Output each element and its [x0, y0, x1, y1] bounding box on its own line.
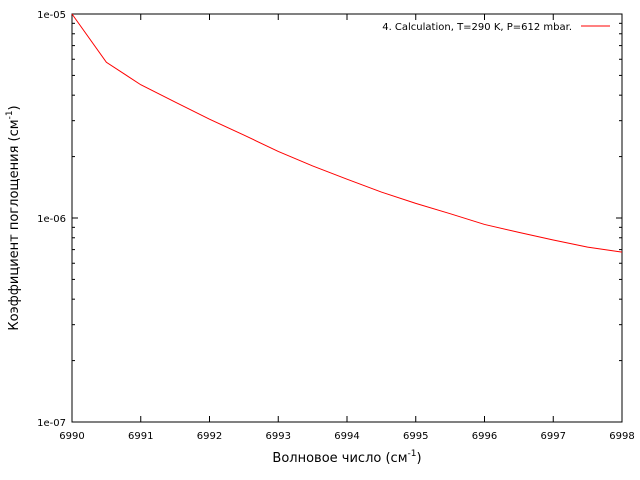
x-tick-label: 6993 — [266, 431, 291, 442]
y-tick-label: 1e-05 — [37, 10, 66, 21]
x-tick-label: 6995 — [403, 431, 428, 442]
legend-label: 4. Calculation, T=290 K, P=612 mbar. — [382, 22, 572, 33]
x-tick-label: 6992 — [197, 431, 222, 442]
x-tick-label: 6998 — [609, 431, 634, 442]
x-axis-label: Волновое число (см-1) — [272, 449, 421, 466]
x-tick-label: 6990 — [59, 431, 84, 442]
y-tick-label: 1e-06 — [37, 214, 66, 225]
series-layer — [71, 13, 623, 253]
series-line — [71, 13, 623, 253]
tick-marks — [71, 13, 623, 423]
y-tick-label: 1e-07 — [37, 418, 66, 429]
x-tick-labels: 6990 6991 6992 6993 6994 6995 6996 6997 6998 — [59, 431, 634, 442]
x-tick-label: 6997 — [541, 431, 566, 442]
x-tick-label: 6996 — [472, 431, 497, 442]
plot-frame — [71, 13, 623, 423]
legend: 4. Calculation, T=290 K, P=612 mbar. — [382, 22, 610, 33]
x-tick-label: 6991 — [128, 431, 153, 442]
x-tick-label: 6994 — [334, 431, 359, 442]
y-axis-label: Коэффициент поглощения (см-1) — [5, 105, 22, 330]
y-tick-labels: 1e-07 1e-06 1e-05 — [37, 10, 66, 429]
